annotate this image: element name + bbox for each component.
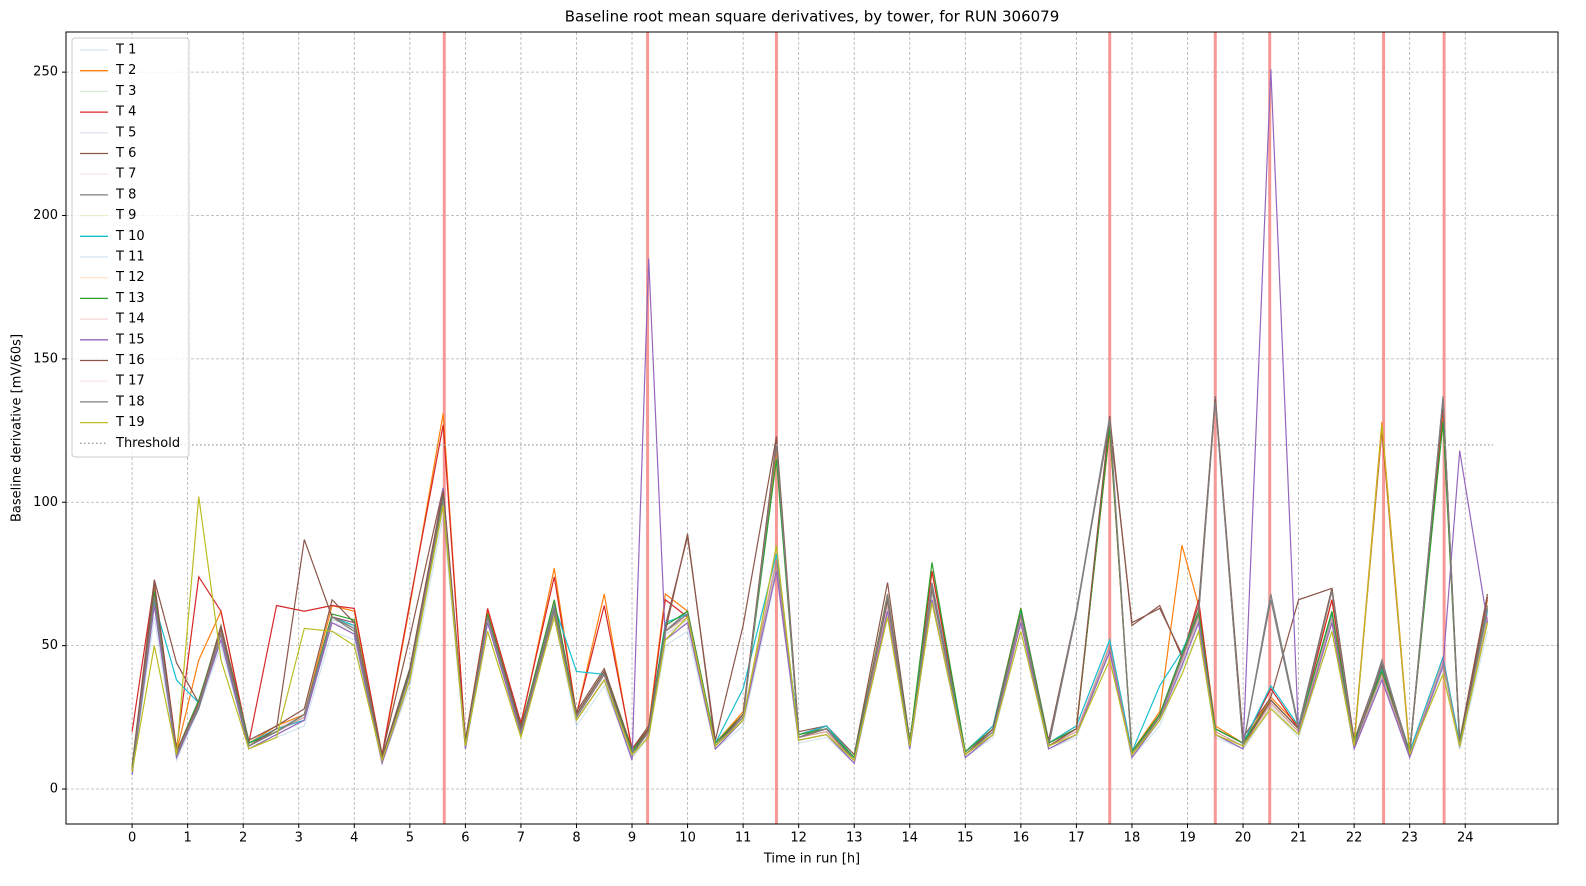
legend-label: T 8 bbox=[115, 187, 136, 202]
x-tick-label: 7 bbox=[517, 831, 525, 846]
legend-label: T 6 bbox=[115, 146, 136, 161]
x-tick-label: 15 bbox=[957, 831, 974, 846]
x-tick-label: 10 bbox=[679, 831, 696, 846]
x-tick-label: 16 bbox=[1013, 831, 1030, 846]
x-tick-label: 19 bbox=[1179, 831, 1196, 846]
x-tick-label: 13 bbox=[846, 831, 863, 846]
x-tick-label: 24 bbox=[1457, 831, 1474, 846]
x-tick-label: 4 bbox=[350, 831, 358, 846]
y-axis-label: Baseline derivative [mV/60s] bbox=[10, 334, 25, 522]
y-tick-label: 0 bbox=[50, 782, 58, 797]
legend-label: T 10 bbox=[115, 229, 145, 244]
x-tick-label: 8 bbox=[572, 831, 580, 846]
legend-label: T 7 bbox=[115, 167, 136, 182]
y-tick-label: 100 bbox=[33, 495, 58, 510]
legend-label: T 18 bbox=[115, 394, 145, 409]
legend-label: T 13 bbox=[115, 291, 145, 306]
series-line bbox=[131, 69, 1489, 775]
x-tick-label: 3 bbox=[295, 831, 303, 846]
y-tick-label: 150 bbox=[33, 351, 58, 366]
legend-label: T 1 bbox=[115, 43, 136, 58]
legend-label: T 16 bbox=[115, 353, 145, 368]
legend-label: T 17 bbox=[115, 374, 145, 389]
legend-label: T 5 bbox=[115, 125, 136, 140]
y-tick-label: 250 bbox=[33, 65, 58, 80]
legend-label: T 3 bbox=[115, 84, 136, 99]
legend-label: T 4 bbox=[115, 105, 136, 120]
legend-box bbox=[71, 37, 190, 458]
legend-label: T 11 bbox=[115, 250, 145, 265]
series-line bbox=[131, 499, 1489, 770]
x-tick-label: 2 bbox=[239, 831, 247, 846]
x-tick-label: 20 bbox=[1235, 831, 1252, 846]
x-tick-label: 5 bbox=[406, 831, 414, 846]
legend-label: T 15 bbox=[115, 332, 145, 347]
chart-title: Baseline root mean square derivatives, b… bbox=[565, 8, 1060, 26]
x-tick-label: 12 bbox=[790, 831, 807, 846]
plot-frame bbox=[65, 31, 1559, 825]
x-tick-label: 9 bbox=[628, 831, 636, 846]
x-tick-label: 1 bbox=[184, 831, 192, 846]
x-tick-label: 21 bbox=[1290, 831, 1307, 846]
y-tick-label: 200 bbox=[33, 208, 58, 223]
series-line bbox=[131, 516, 1489, 775]
x-tick-label: 17 bbox=[1068, 831, 1085, 846]
y-tick-label: 50 bbox=[41, 638, 58, 653]
legend-label: Threshold bbox=[115, 436, 180, 451]
x-tick-label: 14 bbox=[901, 831, 918, 846]
legend-label: T 2 bbox=[115, 63, 136, 78]
x-tick-label: 6 bbox=[461, 831, 469, 846]
x-axis-label: Time in run [h] bbox=[763, 852, 860, 867]
x-tick-label: 11 bbox=[735, 831, 752, 846]
legend-label: T 12 bbox=[115, 270, 145, 285]
x-tick-label: 18 bbox=[1124, 831, 1141, 846]
legend-label: T 14 bbox=[115, 312, 145, 327]
legend-label: T 19 bbox=[115, 415, 145, 430]
x-tick-label: 22 bbox=[1346, 831, 1363, 846]
series-line bbox=[131, 396, 1489, 772]
legend-label: T 9 bbox=[115, 208, 136, 223]
series-line bbox=[131, 424, 1489, 772]
x-tick-label: 0 bbox=[128, 831, 136, 846]
series-line bbox=[131, 413, 1489, 770]
x-tick-label: 23 bbox=[1401, 831, 1418, 846]
